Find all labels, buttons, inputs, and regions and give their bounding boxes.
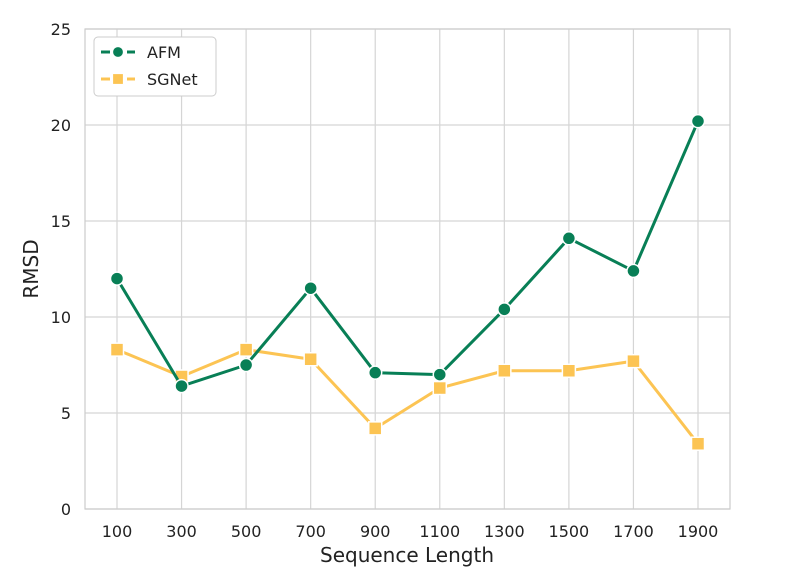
y-tick-label: 20 [51, 116, 71, 135]
data-point-sgnet [561, 363, 577, 379]
data-point-afm [497, 302, 512, 317]
y-tick-label: 0 [61, 500, 71, 519]
data-point-afm [238, 357, 254, 373]
series-afm [109, 113, 706, 394]
plot-frame [84, 28, 731, 510]
data-point-afm [626, 263, 641, 279]
data-point-sgnet [367, 421, 383, 436]
data-point-afm [303, 280, 318, 296]
y-tick-label: 15 [51, 212, 71, 231]
data-point-sgnet [303, 351, 318, 367]
data-point-afm [561, 231, 577, 246]
x-tick-label: 1100 [419, 522, 460, 541]
x-tick-label: 1300 [484, 522, 525, 541]
x-tick-labels: 100 300 500 700 900 1100 1300 1500 1700 1900 [102, 522, 719, 541]
series-line-sgnet [115, 348, 700, 446]
x-tick-label: 1700 [613, 522, 654, 541]
x-tick-label: 1900 [678, 522, 719, 541]
data-point-sgnet [497, 363, 512, 379]
data-point-afm [432, 367, 448, 382]
x-tick-label: 500 [231, 522, 262, 541]
legend-marker-sgnet [111, 72, 125, 86]
data-point-afm [174, 378, 189, 394]
legend-label-afm: AFM [147, 43, 181, 62]
x-tick-label: 700 [295, 522, 326, 541]
x-axis-title: Sequence Length [320, 543, 494, 567]
data-point-afm [690, 113, 706, 129]
legend: AFM SGNet [93, 36, 217, 97]
series-layer [109, 113, 706, 451]
x-tick-label: 300 [166, 522, 197, 541]
legend-item-afm: AFM [101, 43, 181, 62]
data-point-afm [367, 365, 383, 380]
data-point-sgnet [690, 436, 706, 451]
y-tick-label: 5 [61, 404, 71, 423]
legend-item-sgnet: SGNet [101, 70, 198, 89]
y-tick-label: 10 [51, 308, 71, 327]
legend-marker-afm [111, 45, 125, 59]
data-point-sgnet [109, 342, 125, 357]
y-tick-label: 25 [51, 20, 71, 39]
y-axis-title: RMSD [19, 239, 43, 298]
legend-items: AFM SGNet [101, 43, 198, 89]
data-point-sgnet [626, 353, 641, 369]
data-point-sgnet [238, 342, 254, 357]
series-line-afm [115, 119, 700, 388]
x-tick-label: 900 [360, 522, 391, 541]
legend-label-sgnet: SGNet [147, 70, 198, 89]
x-tick-label: 100 [102, 522, 133, 541]
data-point-afm [109, 271, 125, 286]
y-tick-labels: 0 5 10 15 20 25 [51, 20, 71, 519]
data-point-sgnet [432, 380, 448, 396]
x-tick-label: 1500 [549, 522, 590, 541]
legend-box [93, 36, 217, 97]
series-sgnet [109, 342, 706, 451]
